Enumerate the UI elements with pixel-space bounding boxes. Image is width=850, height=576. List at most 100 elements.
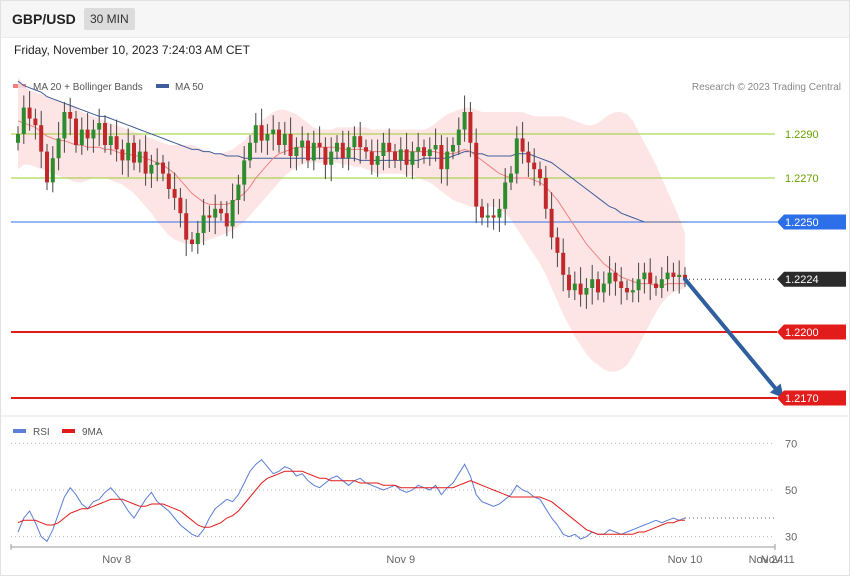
candle (654, 275, 658, 296)
candle (16, 126, 20, 151)
candle-body (56, 138, 61, 159)
candle (578, 267, 583, 307)
x-tick-label: Nov 10 (668, 554, 703, 566)
candle-body (665, 272, 670, 280)
candle (259, 108, 264, 153)
candle-body (311, 142, 316, 161)
rsi-level-label-50: 50 (785, 485, 797, 497)
candle-body (520, 138, 525, 152)
candle (601, 271, 606, 303)
candle (155, 148, 160, 182)
candle-body (654, 283, 658, 288)
candle (636, 262, 641, 303)
candle (45, 143, 49, 191)
x-tick-label: Nov 8 (102, 554, 131, 566)
candle-body (393, 151, 397, 161)
legend-label-9ma: 9MA (82, 427, 103, 438)
candle (294, 137, 299, 171)
candle (39, 110, 44, 169)
candle (439, 135, 444, 184)
candle-body (213, 208, 218, 218)
candle-body (445, 151, 450, 170)
projection-layer (683, 277, 784, 398)
candle-body (271, 129, 276, 134)
candle (91, 119, 96, 153)
candle-body (230, 200, 235, 227)
candle (166, 161, 171, 199)
candle-body (248, 142, 252, 161)
timeframe-selector[interactable]: 30 MIN (84, 8, 135, 30)
candle (219, 201, 223, 221)
candle (422, 139, 426, 164)
candle (642, 262, 647, 294)
candle-body (375, 156, 380, 165)
candle-body (491, 215, 496, 218)
candle-body (178, 197, 183, 214)
candle (514, 126, 519, 184)
candle (549, 192, 554, 250)
candle (468, 102, 473, 158)
candle (306, 132, 310, 169)
candle-body (219, 208, 223, 214)
candle (567, 267, 571, 298)
candle (665, 256, 670, 292)
candle-body (677, 274, 682, 277)
candle-body (172, 189, 177, 198)
level-tag-1.2250 (777, 214, 846, 230)
candle-body (578, 283, 583, 295)
candle-body (39, 125, 44, 152)
candle-body (468, 112, 473, 143)
candle (132, 135, 136, 171)
candle-body (91, 129, 96, 139)
price-legend: MA 20 + Bollinger Bands MA 50 (13, 82, 204, 93)
candle (79, 117, 84, 155)
candle-body (416, 147, 421, 152)
candle (253, 113, 258, 153)
candle (236, 174, 241, 215)
candle-body (636, 279, 641, 291)
candlesticks-layer (16, 91, 687, 309)
candle (68, 97, 73, 136)
rsi-legend: RSI 9MA (13, 427, 103, 438)
candle-body (79, 129, 84, 145)
candle-body (224, 213, 229, 227)
candle (323, 137, 328, 180)
candle (410, 141, 415, 180)
candle-body (514, 138, 519, 174)
candle (103, 115, 107, 153)
candle-body (625, 288, 629, 293)
candle-body (120, 149, 125, 161)
candle-body (596, 279, 600, 293)
candle (630, 278, 635, 303)
candle-body (503, 182, 508, 209)
candle (265, 124, 270, 155)
candle-body (532, 162, 537, 170)
rsi-level-label-30: 30 (785, 532, 797, 544)
candle-body (126, 142, 131, 161)
candle-body (549, 208, 554, 238)
candle (451, 137, 455, 160)
symbol-title: GBP/USD (12, 11, 76, 27)
level-label-1.2224: 1.2224 (785, 274, 819, 286)
level-label-1.2270: 1.2270 (785, 173, 819, 185)
candle (201, 198, 206, 246)
candle-body (62, 112, 67, 139)
candle (195, 220, 200, 254)
candle (224, 201, 229, 237)
level-tag-1.2200 (777, 324, 846, 340)
candle (213, 194, 218, 235)
legend-label-ma20: MA 20 + Bollinger Bands (33, 82, 143, 93)
candle-body (381, 142, 386, 156)
candle-body (166, 173, 171, 189)
legend-label-ma50: MA 50 (175, 82, 204, 93)
candle (149, 154, 154, 188)
candle (21, 95, 26, 144)
candle-body (97, 123, 102, 130)
candle (364, 139, 368, 160)
candle (607, 256, 612, 296)
candle (416, 132, 421, 169)
candle (555, 227, 560, 268)
candle (398, 137, 403, 171)
candle-body (422, 147, 426, 156)
